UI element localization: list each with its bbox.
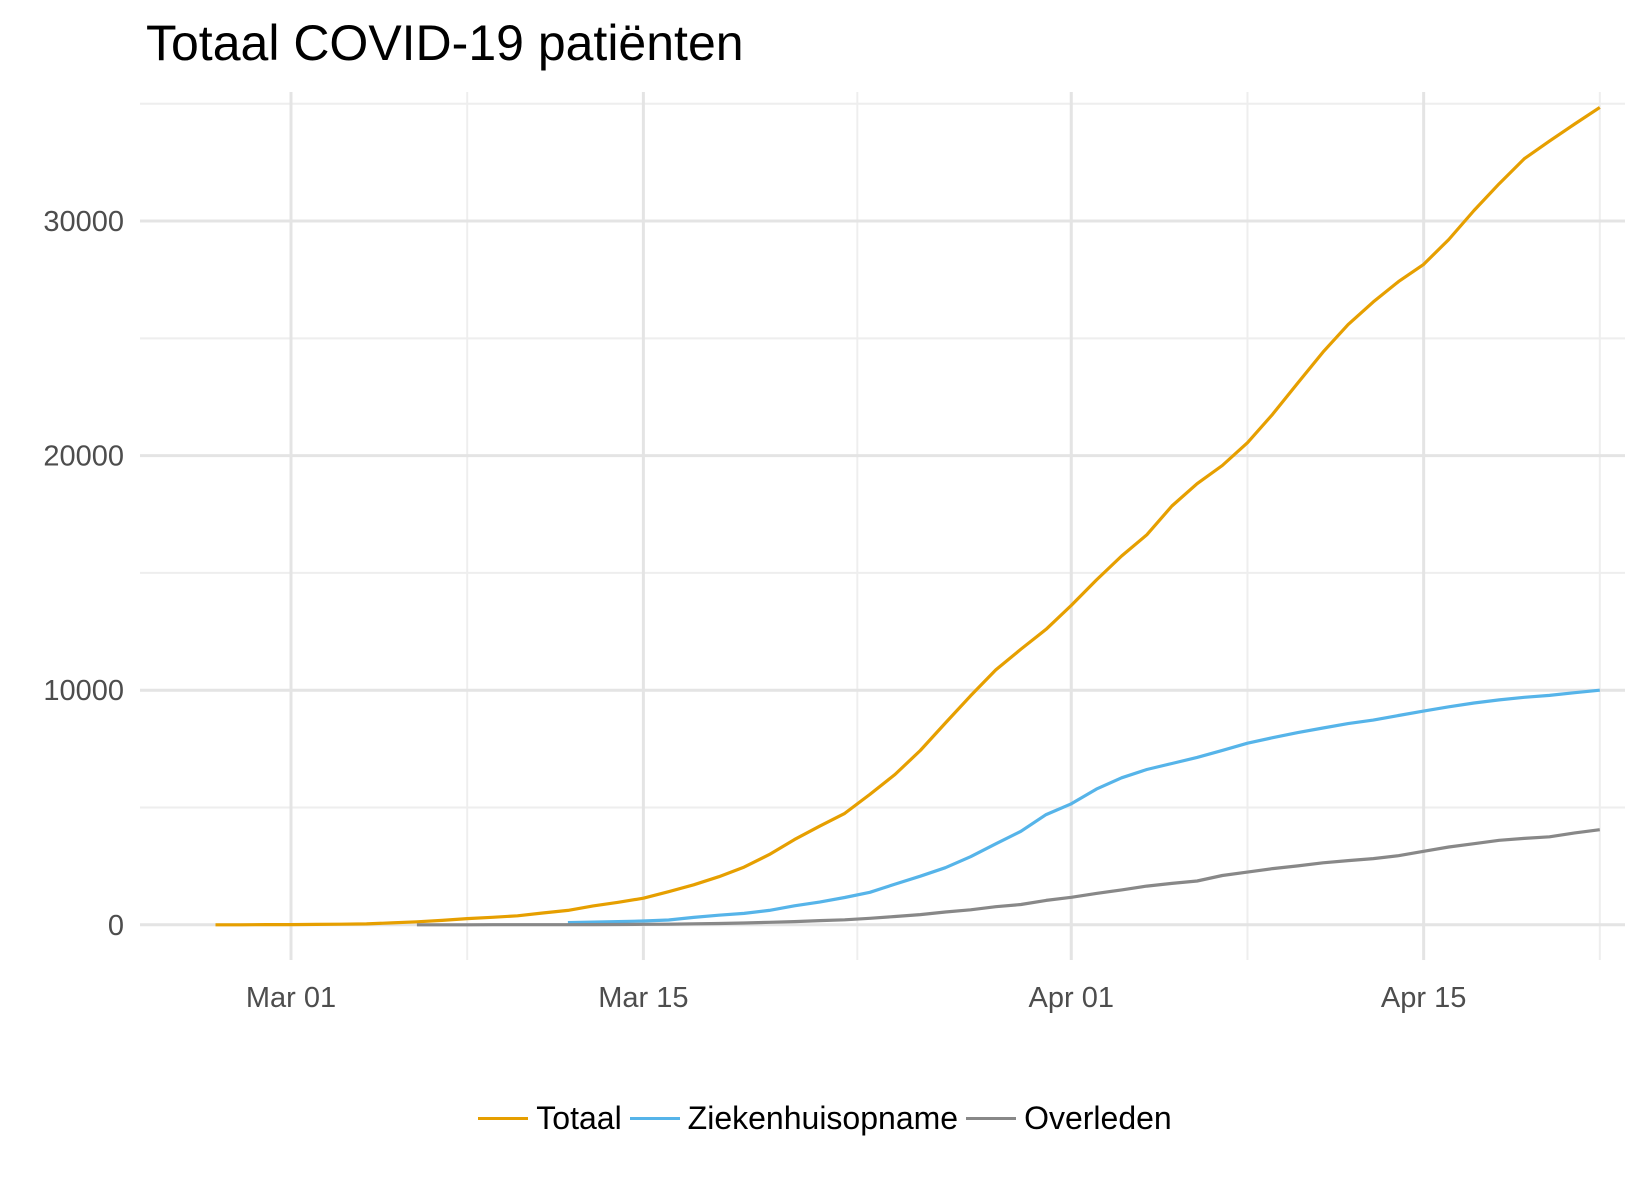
legend-item-ziekenhuisopname: Ziekenhuisopname: [629, 1100, 959, 1137]
series-line-overleden: [416, 828, 1601, 927]
x-tick-label: Mar 15: [598, 982, 688, 1014]
legend-key-line: [478, 1117, 529, 1120]
legend-key-line: [629, 1117, 680, 1120]
y-tick-label: 10000: [43, 675, 124, 707]
x-tick-label: Mar 01: [246, 982, 336, 1014]
legend: Totaal Ziekenhuisopname Overleden: [0, 1100, 1650, 1137]
legend-key-line: [966, 1117, 1017, 1120]
x-tick-label: Apr 01: [1029, 982, 1114, 1014]
legend-label: Ziekenhuisopname: [687, 1100, 959, 1136]
legend-item-overleden: Overleden: [966, 1100, 1172, 1137]
series-line-ziekenhuisopname: [567, 688, 1600, 925]
y-axis-tick-labels: 0 10000 20000 30000: [43, 206, 124, 942]
series-line-totaal: [215, 106, 1601, 927]
y-tick-label: 20000: [43, 441, 124, 473]
legend-label: Totaal: [536, 1100, 622, 1136]
y-tick-label: 30000: [43, 206, 124, 238]
legend-item-totaal: Totaal: [478, 1100, 622, 1137]
series-lines: [215, 106, 1601, 927]
x-tick-label: Apr 15: [1381, 982, 1466, 1014]
chart-title: Totaal COVID-19 patiënten: [146, 15, 744, 71]
major-gridlines: [140, 92, 1625, 960]
legend-label: Overleden: [1024, 1100, 1172, 1136]
y-tick-label: 0: [108, 910, 124, 942]
minor-gridlines: [140, 92, 1625, 960]
x-axis-tick-labels: Mar 01 Mar 15 Apr 01 Apr 15: [246, 982, 1466, 1014]
